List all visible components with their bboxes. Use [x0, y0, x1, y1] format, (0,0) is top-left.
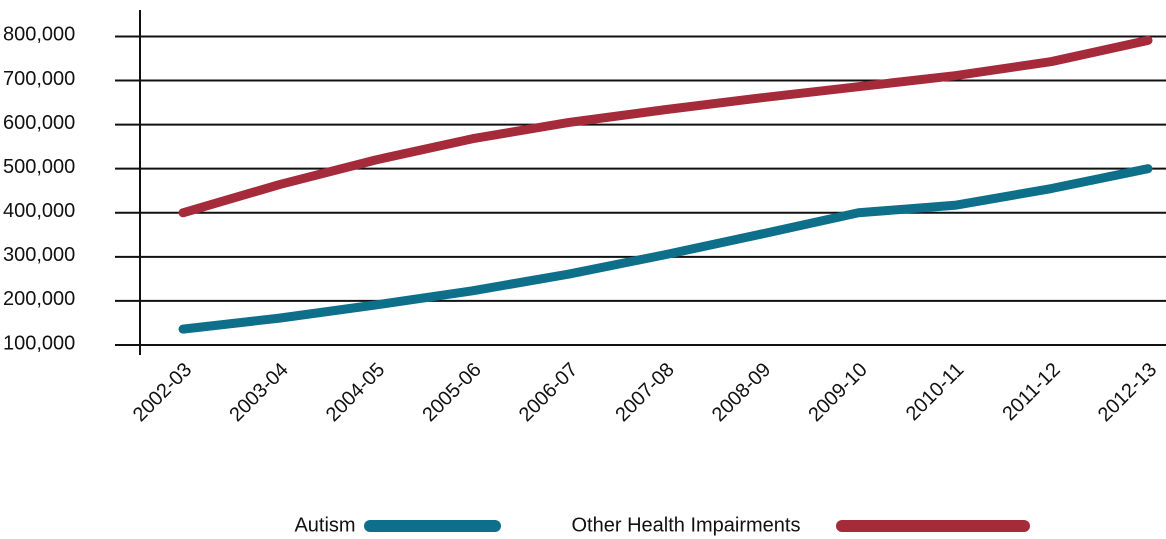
y-tick-label: 200,000	[3, 288, 75, 310]
line-series	[178, 35, 1153, 218]
x-tick-label: 2010-11	[902, 359, 968, 425]
line-series	[178, 164, 1153, 334]
x-tick-label: 2011-12	[998, 359, 1064, 425]
x-tick-label: 2002-03	[129, 359, 196, 426]
x-tick-label: 2004-05	[322, 359, 389, 426]
legend-label: Autism	[294, 514, 355, 536]
x-tick-label: 2006-07	[515, 359, 582, 426]
x-tick-label: 2005-06	[418, 359, 485, 426]
y-tick-label: 100,000	[3, 332, 75, 354]
x-tick-label: 2009-10	[804, 359, 871, 426]
y-tick-label: 400,000	[3, 200, 75, 222]
x-tick-label: 2012-13	[1094, 359, 1161, 426]
y-tick-label: 700,000	[3, 68, 75, 90]
x-tick-label: 2003-04	[225, 359, 292, 426]
y-tick-label: 800,000	[3, 24, 75, 46]
y-tick-label: 600,000	[3, 112, 75, 134]
y-tick-label: 500,000	[3, 156, 75, 178]
y-tick-label: 300,000	[3, 244, 75, 266]
x-tick-label: 2007-08	[611, 359, 678, 426]
legend-label: Other Health Impairments	[572, 514, 801, 536]
x-tick-label: 2008-09	[708, 359, 775, 426]
